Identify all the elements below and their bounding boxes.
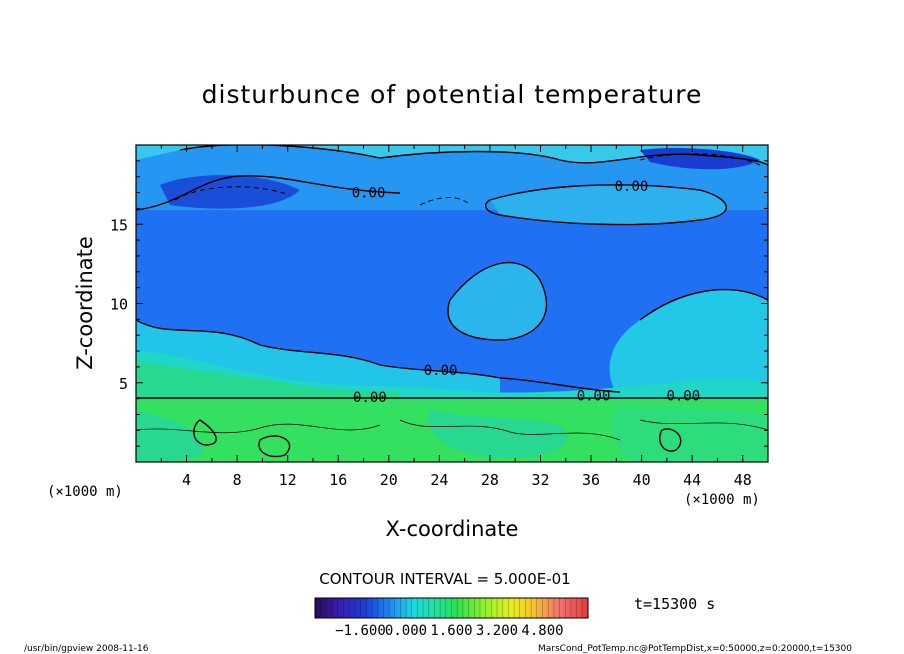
contour-line	[447, 261, 547, 341]
x-tick-label: 48	[734, 471, 752, 489]
x-tick-label: 36	[582, 471, 600, 489]
contour-lines-dashed	[174, 153, 761, 206]
colorbar-tick-label: 3.200	[476, 623, 518, 639]
contour-line	[193, 419, 217, 446]
x-tick-label: 4	[182, 471, 191, 489]
field-lower-patch	[136, 410, 204, 462]
y-tick-label: 15	[110, 216, 128, 234]
colorbar-ticks: −1.600 0.000 1.600 3.200 4.800	[335, 623, 563, 639]
contour-interval-label: CONTOUR INTERVAL = 5.000E-01	[319, 570, 570, 588]
x-axis: 4 8 12 16 20 24 28 32 36 40 44 48	[160, 145, 752, 489]
contour-line	[639, 288, 768, 321]
contour-lines-thin	[136, 419, 768, 441]
colorbar-tick-label: 1.600	[430, 623, 472, 639]
y-axis-label: Z-coordinate	[73, 236, 97, 370]
x-tick-label: 40	[633, 471, 651, 489]
contour-labels: 0.00 0.00 0.00 0.00 0.00 0.00	[352, 179, 700, 406]
colorbar-tick-label: 0.000	[385, 623, 427, 639]
y-tick-label: 5	[119, 375, 128, 393]
x-tick-label: 20	[380, 471, 398, 489]
field-lower-patch	[611, 405, 768, 462]
contour-label: 0.00	[424, 363, 458, 379]
contour-line-negative	[419, 197, 471, 206]
x-tick-label: 32	[531, 471, 549, 489]
field-upper-patch	[160, 175, 300, 209]
x-tick-label: 28	[481, 471, 499, 489]
contour-line-positive	[136, 423, 381, 434]
colorbar-stripes	[320, 598, 583, 618]
y-tick-label: 10	[110, 296, 128, 314]
field-mid-patch	[609, 289, 768, 400]
contour-label: 0.00	[352, 186, 386, 202]
colorbar-tick-label: −1.600	[335, 623, 386, 639]
contour-line	[179, 145, 768, 166]
chart-title: disturbunce of potential temperature	[202, 80, 703, 109]
contour-line	[258, 435, 291, 458]
field-mid-patch	[448, 262, 547, 340]
footer-right: MarsCond_PotTemp.nc@PotTempDist,x=0:5000…	[538, 644, 852, 654]
contour-line-negative	[639, 153, 761, 166]
contour-line	[136, 175, 401, 211]
plot-area: 0.00 0.00 0.00 0.00 0.00 0.00	[136, 145, 768, 462]
colorbar-tick-label: 4.800	[521, 623, 563, 639]
field-lower-patch	[428, 410, 568, 459]
field-upper-patch	[136, 145, 768, 165]
x-tick-label: 44	[683, 471, 701, 489]
contour-line-negative	[174, 186, 291, 201]
x-axis-label: X-coordinate	[386, 517, 519, 541]
contour-label: 0.00	[577, 388, 611, 404]
contour-line	[136, 319, 621, 393]
field-upper-patch	[640, 148, 760, 170]
contour-label: 0.00	[615, 179, 649, 195]
time-label: t=15300 s	[634, 595, 715, 613]
y-axis: 5 10 15	[110, 160, 768, 447]
field-upper-patch	[490, 184, 727, 225]
x-axis-unit-left: (×1000 m)	[47, 484, 123, 500]
contour-line	[658, 428, 682, 452]
footer-left: /usr/bin/gpview 2008-11-16	[24, 644, 149, 654]
x-tick-label: 24	[430, 471, 448, 489]
x-tick-label: 12	[279, 471, 297, 489]
field-green-strip	[136, 360, 400, 402]
contour-label: 0.00	[666, 388, 700, 404]
x-axis-unit-right: (×1000 m)	[684, 492, 760, 508]
contour-line-positive	[399, 419, 621, 441]
contour-lines	[136, 145, 768, 458]
contour-label: 0.00	[353, 390, 387, 406]
contour-line	[485, 184, 727, 226]
x-tick-label: 16	[329, 471, 347, 489]
x-tick-label: 8	[233, 471, 242, 489]
contour-line-positive	[639, 419, 768, 431]
